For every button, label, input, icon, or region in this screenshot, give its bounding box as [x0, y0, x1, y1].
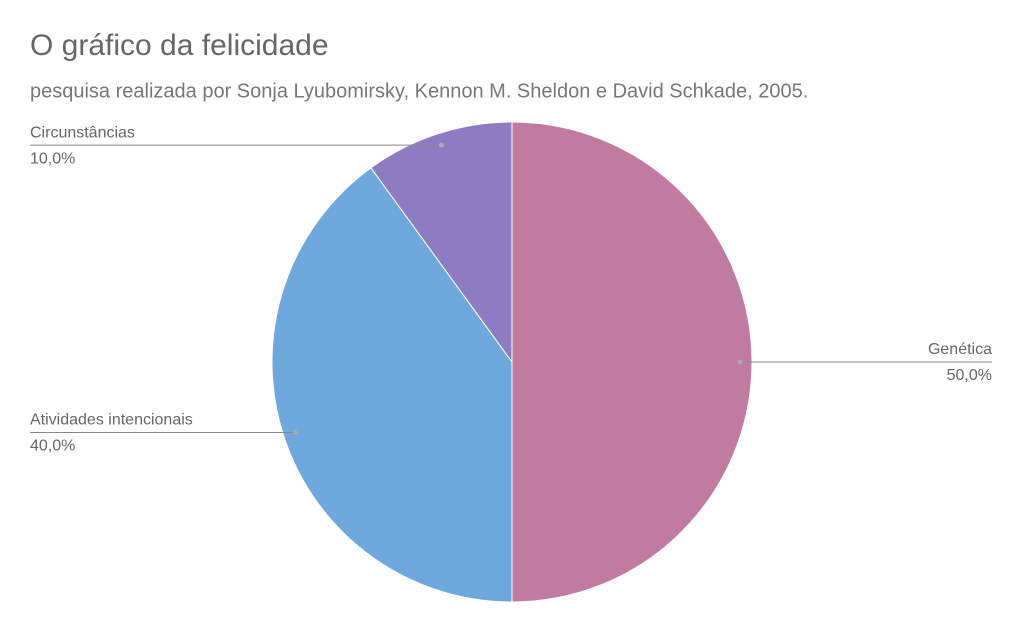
- pie-slice: [370, 121, 513, 364]
- slice-value-label: 40,0%: [30, 438, 75, 455]
- pie-slice: [271, 167, 513, 603]
- slice-value-label: 50,0%: [947, 367, 992, 384]
- slice-label: Circunstâncias: [30, 124, 135, 141]
- slice-value-label: 10,0%: [30, 150, 75, 167]
- chart-title: O gráfico da felicidade: [30, 29, 329, 62]
- chart-subtitle: pesquisa realizada por Sonja Lyubomirsky…: [30, 80, 808, 102]
- slice-label: Genética: [928, 341, 992, 358]
- leader-dot: [439, 142, 445, 148]
- leader-dot: [737, 359, 743, 365]
- slice-label: Atividades intencionais: [30, 412, 193, 429]
- pie-slice: [511, 121, 753, 603]
- leader-dot: [292, 429, 298, 435]
